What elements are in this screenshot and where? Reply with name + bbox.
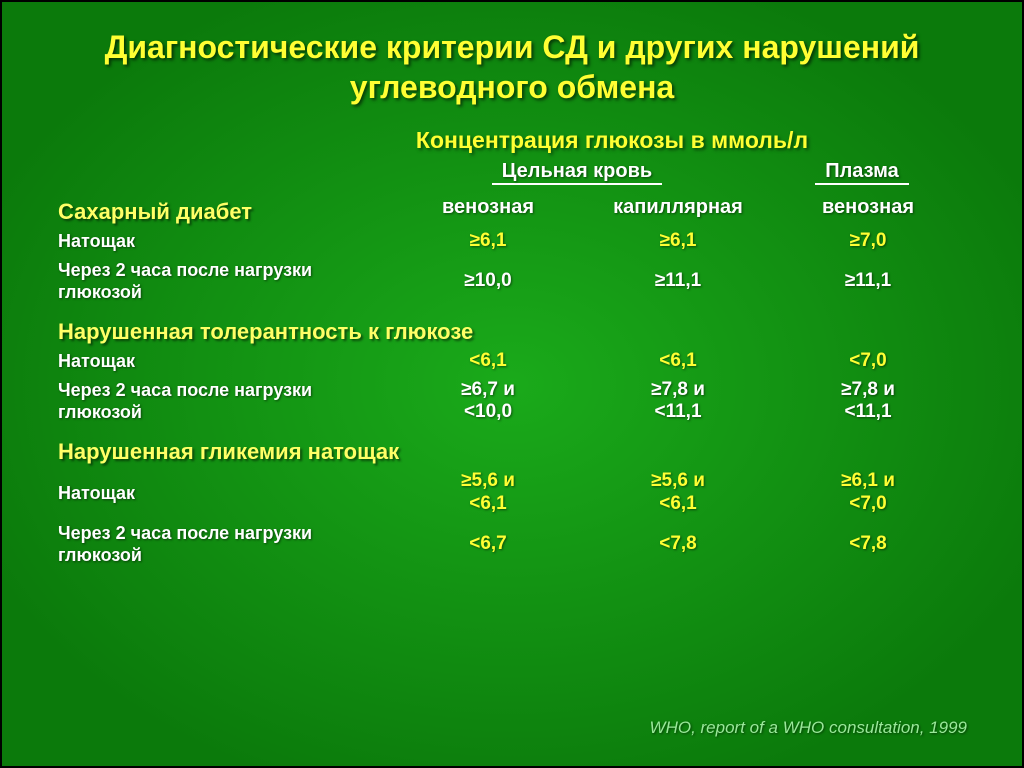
col-header-venous: венозная	[393, 196, 583, 219]
value-cell: ≥7,0	[773, 230, 963, 253]
group-header-plasma-text: Плазма	[815, 160, 909, 185]
criteria-table: Цельная кровь Плазма Сахарный диабет вен…	[2, 160, 1022, 570]
value-cell: ≥7,8 и <11,1	[773, 379, 963, 425]
value-cell: ≥11,1	[583, 270, 773, 293]
table-row: Через 2 часа после нагрузки глюкозой≥10,…	[52, 256, 977, 307]
table-row: Через 2 часа после нагрузки глюкозой<6,7…	[52, 519, 977, 570]
section-label-0: Сахарный диабет	[52, 187, 393, 227]
section-label-1: Нарушенная толерантность к глюкозе	[52, 307, 977, 347]
column-header-row: Сахарный диабет венозная капиллярная вен…	[52, 187, 977, 227]
sections-container: Натощак≥6,1≥6,1≥7,0Через 2 часа после на…	[52, 227, 977, 570]
value-cell: <6,1	[583, 350, 773, 373]
value-cell: ≥6,7 и <10,0	[393, 379, 583, 425]
slide-title: Диагностические критерии СД и других нар…	[2, 2, 1022, 117]
group-header-plasma: Плазма	[767, 160, 957, 183]
group-header-row: Цельная кровь Плазма	[52, 160, 977, 183]
value-cell: ≥5,6 и <6,1	[583, 470, 773, 516]
value-cell: ≥6,1 и <7,0	[773, 470, 963, 516]
value-cell: ≥6,1	[393, 230, 583, 253]
row-label: Натощак	[52, 482, 393, 505]
table-row: Через 2 часа после нагрузки глюкозой≥6,7…	[52, 376, 977, 428]
value-cell: ≥7,8 и <11,1	[583, 379, 773, 425]
group-header-whole-blood: Цельная кровь	[387, 160, 767, 183]
value-cell: <6,7	[393, 533, 583, 556]
table-row: Натощак≥5,6 и <6,1≥5,6 и <6,1≥6,1 и <7,0	[52, 467, 977, 519]
value-cell: ≥11,1	[773, 270, 963, 293]
value-cell: <7,8	[583, 533, 773, 556]
value-cell: <7,0	[773, 350, 963, 373]
col-header-capillary: капиллярная	[583, 196, 773, 219]
group-header-whole-blood-text: Цельная кровь	[492, 160, 662, 185]
section-label-2: Нарушенная гликемия натощак	[52, 427, 977, 467]
value-cell: <6,1	[393, 350, 583, 373]
table-row: Натощак<6,1<6,1<7,0	[52, 347, 977, 376]
value-cell: <7,8	[773, 533, 963, 556]
row-label: Через 2 часа после нагрузки глюкозой	[52, 379, 393, 424]
value-cell: ≥10,0	[393, 270, 583, 293]
row-label: Натощак	[52, 350, 393, 373]
table-row: Натощак≥6,1≥6,1≥7,0	[52, 227, 977, 256]
slide: Диагностические критерии СД и других нар…	[0, 0, 1024, 768]
row-label: Через 2 часа после нагрузки глюкозой	[52, 259, 393, 304]
slide-subtitle: Концентрация глюкозы в ммоль/л	[2, 127, 1022, 154]
footnote-citation: WHO, report of a WHO consultation, 1999	[650, 718, 967, 738]
row-label: Натощак	[52, 230, 393, 253]
col-header-plasma-venous: венозная	[773, 196, 963, 219]
row-label: Через 2 часа после нагрузки глюкозой	[52, 522, 393, 567]
value-cell: ≥6,1	[583, 230, 773, 253]
value-cell: ≥5,6 и <6,1	[393, 470, 583, 516]
